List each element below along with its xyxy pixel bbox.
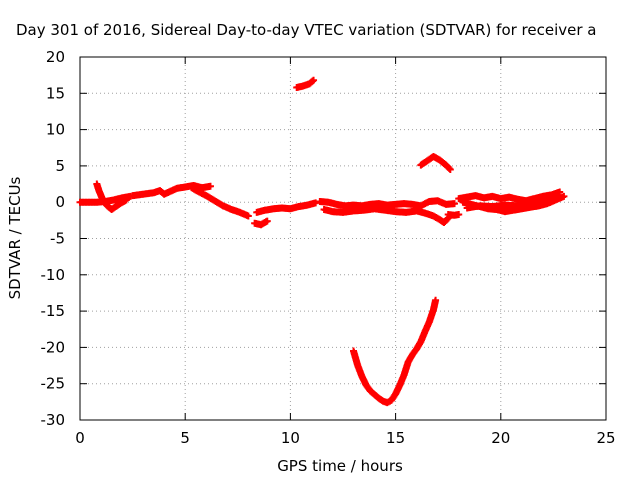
chart-title: Day 301 of 2016, Sidereal Day-to-day VTE…: [16, 21, 597, 39]
x-tick-label: 0: [75, 429, 85, 447]
data-point: [244, 212, 252, 220]
y-axis-ticks: 20 15 10 5 0 -5 -10 -15 -20 -25 -30: [41, 48, 606, 429]
data-point: [310, 76, 318, 84]
data-point: [451, 200, 459, 208]
x-tick-label: 15: [386, 429, 405, 447]
data-point: [312, 199, 320, 207]
grid: [80, 57, 606, 420]
data-point: [443, 215, 451, 223]
y-tick-label: -10: [41, 266, 66, 284]
data-point: [263, 217, 271, 225]
data-point: [432, 296, 440, 304]
y-tick-label: 15: [46, 84, 65, 102]
data-series: [76, 76, 568, 407]
data-point: [560, 192, 568, 200]
data-point: [206, 182, 214, 190]
data-point: [556, 188, 564, 196]
y-tick-label: -20: [41, 338, 66, 356]
x-tick-label: 5: [180, 429, 190, 447]
y-tick-label: 5: [55, 157, 65, 175]
x-axis-ticks: 0 5 10 15 20 25: [75, 57, 616, 447]
y-tick-label: -5: [50, 230, 65, 248]
x-tick-label: 10: [281, 429, 300, 447]
y-axis-label: SDTVAR / TECUs: [6, 176, 24, 299]
y-tick-label: -15: [41, 302, 66, 320]
x-tick-label: 25: [596, 429, 615, 447]
data-point: [446, 166, 454, 174]
y-tick-label: 0: [55, 193, 65, 211]
x-tick-label: 20: [491, 429, 510, 447]
y-tick-label: -25: [41, 375, 66, 393]
data-point: [552, 195, 560, 203]
data-point: [445, 164, 453, 172]
y-tick-label: 20: [46, 48, 65, 66]
y-tick-label: -30: [41, 411, 66, 429]
data-point: [122, 196, 130, 204]
y-tick-label: 10: [46, 121, 65, 139]
data-point: [455, 211, 463, 219]
plot-frame: [79, 56, 607, 421]
x-axis-label: GPS time / hours: [277, 457, 403, 475]
